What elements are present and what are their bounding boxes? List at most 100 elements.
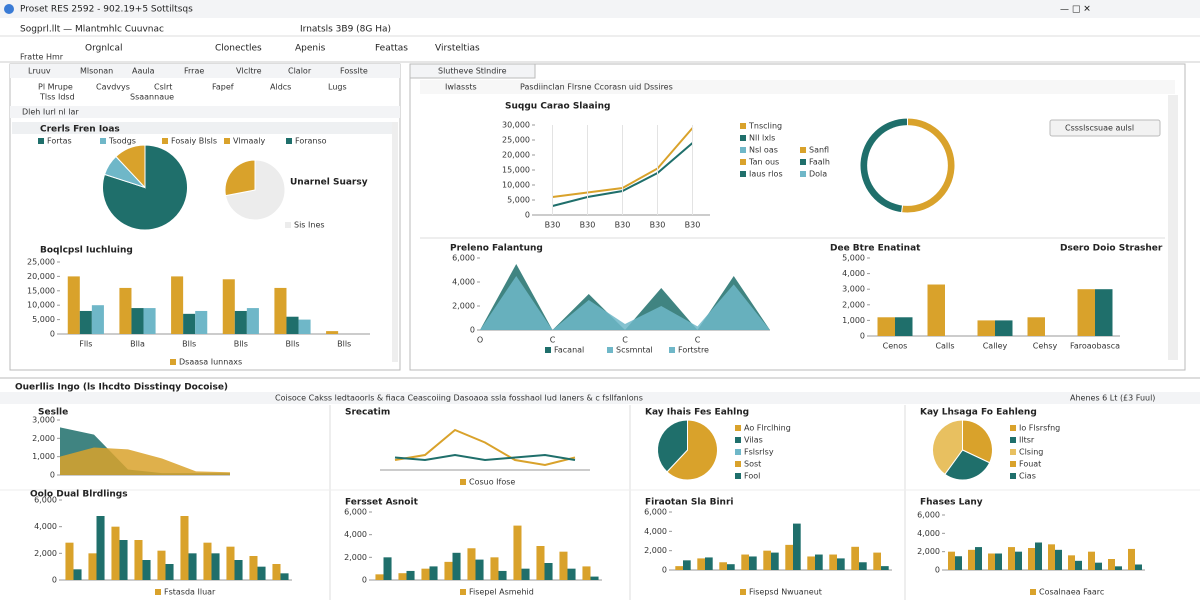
- chart-title: Srecatim: [345, 408, 390, 418]
- ribbon-button[interactable]: Aldcs: [270, 83, 291, 92]
- bar: [763, 550, 771, 570]
- x-tick-label: Blls: [234, 340, 248, 349]
- toolbar-button[interactable]: Virsteltias: [435, 44, 480, 54]
- y-tick-label: 4,000: [842, 269, 865, 278]
- chart-title: Preleno Falantung: [450, 244, 543, 254]
- tab-label[interactable]: Lruuv: [28, 67, 51, 76]
- toolbar-button[interactable]: Clonectles: [215, 44, 262, 54]
- toolbar-button[interactable]: Apenis: [295, 44, 326, 54]
- menu-item[interactable]: Irnatsls 3B9 (8G Ha): [300, 25, 391, 35]
- legend-label: Fosaiy Blsls: [171, 137, 217, 146]
- bar: [1048, 544, 1055, 570]
- legend-swatch: [740, 171, 746, 177]
- bar: [1095, 562, 1102, 570]
- legend-swatch: [740, 589, 746, 595]
- donut-hole: [867, 125, 948, 206]
- bar: [582, 566, 591, 580]
- tab-label[interactable]: Clalor: [288, 67, 312, 76]
- legend-swatch: [100, 138, 106, 144]
- toolbar-button[interactable]: Orgnlcal: [85, 44, 123, 54]
- bottom-right: Ahenes 6 Lt (£3 Fuul): [1070, 394, 1155, 403]
- y-tick-label: 15,000: [502, 166, 530, 175]
- chart-title: Kay Ihais Fes Eahlng: [645, 408, 749, 418]
- tab-label[interactable]: Fosslte: [340, 67, 368, 76]
- legend-label: Nll lxls: [749, 134, 775, 143]
- line: [394, 453, 576, 462]
- y-tick-label: 10,000: [27, 301, 55, 310]
- ribbon-button[interactable]: Cslrt: [154, 83, 172, 92]
- bar: [1055, 549, 1062, 570]
- subpanel-header: [12, 122, 398, 134]
- bar: [719, 562, 727, 570]
- legend-label: Cosuo Ifose: [469, 478, 515, 487]
- menu-item[interactable]: Sogprl.llt — Mlantmhlc Cuuvnac: [20, 25, 164, 35]
- x-tick-label: Blls: [182, 340, 196, 349]
- legend-label: Cosalnaea Faarc: [1039, 588, 1104, 597]
- bar: [211, 553, 220, 580]
- tab-label[interactable]: Frrae: [184, 67, 204, 76]
- bar: [851, 546, 859, 570]
- ribbon-button[interactable]: Fapef: [212, 83, 234, 92]
- tab-label[interactable]: Slutheve Stlndire: [438, 67, 507, 76]
- bar: [705, 557, 713, 570]
- tab-label[interactable]: Mlsonan: [80, 67, 113, 76]
- window-title: Proset RES 2592 - 902.19+5 Sottiltsqs: [20, 5, 193, 15]
- tab[interactable]: [409, 63, 536, 79]
- bar: [157, 550, 166, 580]
- bottom-title: Ouerllis Ingo (ls Ihcdto Disstinqy Docoi…: [15, 383, 228, 393]
- legend-label: Sost: [744, 460, 761, 469]
- bar: [246, 308, 259, 334]
- tab-label[interactable]: Aaula: [132, 67, 155, 76]
- legend-swatch: [460, 589, 466, 595]
- bar: [234, 310, 247, 334]
- chart-title: Fersset Asnoit: [345, 498, 419, 508]
- bar: [807, 556, 815, 570]
- legend-label: Fisepel Asmehid: [469, 588, 534, 597]
- x-tick-label: C: [550, 336, 556, 345]
- bar: [1135, 564, 1142, 570]
- bar: [948, 551, 955, 570]
- scrollbar[interactable]: [1168, 95, 1178, 360]
- dropdown[interactable]: [1049, 119, 1161, 137]
- toolbar-label: Fratte Hmr: [20, 53, 64, 62]
- ribbon-button[interactable]: Lugs: [328, 83, 347, 92]
- legend-swatch: [460, 479, 466, 485]
- y-tick-label: 5,000: [32, 315, 55, 324]
- y-tick-label: 0: [470, 326, 475, 335]
- y-tick-label: 3,000: [842, 285, 865, 294]
- line: [394, 428, 576, 467]
- toolbar-button[interactable]: Feattas: [375, 44, 408, 54]
- bar: [134, 540, 143, 580]
- ribbon-button[interactable]: Cavdvys: [96, 83, 130, 92]
- bar: [877, 317, 895, 336]
- bar: [79, 310, 92, 334]
- pie-slice: [224, 159, 256, 197]
- legend-swatch: [170, 359, 176, 365]
- legend-swatch: [800, 147, 806, 153]
- dropdown-label[interactable]: Cssslscsuae aulsl: [1065, 124, 1134, 133]
- bar: [280, 573, 289, 580]
- scrollbar[interactable]: [392, 122, 398, 362]
- legend-label: Vlmaaly: [233, 137, 266, 146]
- legend-swatch: [735, 425, 741, 431]
- y-tick-label: 1,000: [32, 452, 55, 461]
- legend-swatch: [1010, 473, 1016, 479]
- x-tick-label: O: [477, 336, 483, 345]
- bar: [837, 558, 845, 570]
- legend-label: Tsodgs: [108, 137, 136, 146]
- y-tick-label: 10,000: [502, 181, 530, 190]
- bottom-bar: [0, 392, 1200, 404]
- legend-swatch: [800, 171, 806, 177]
- legend-swatch: [740, 147, 746, 153]
- section-bar: [10, 106, 400, 118]
- chart-title: Seslle: [38, 408, 68, 418]
- legend-label: Clsing: [1019, 448, 1043, 457]
- legend-label: Fortas: [47, 137, 72, 146]
- area: [480, 276, 770, 330]
- ribbon-button[interactable]: Pl Mrupe: [38, 83, 73, 92]
- bar: [1088, 551, 1095, 570]
- tab-label[interactable]: Vlcltre: [236, 67, 262, 76]
- legend-label: Nsl oas: [749, 146, 778, 155]
- bar: [995, 320, 1013, 336]
- window-controls[interactable]: — □ ✕: [1060, 5, 1091, 15]
